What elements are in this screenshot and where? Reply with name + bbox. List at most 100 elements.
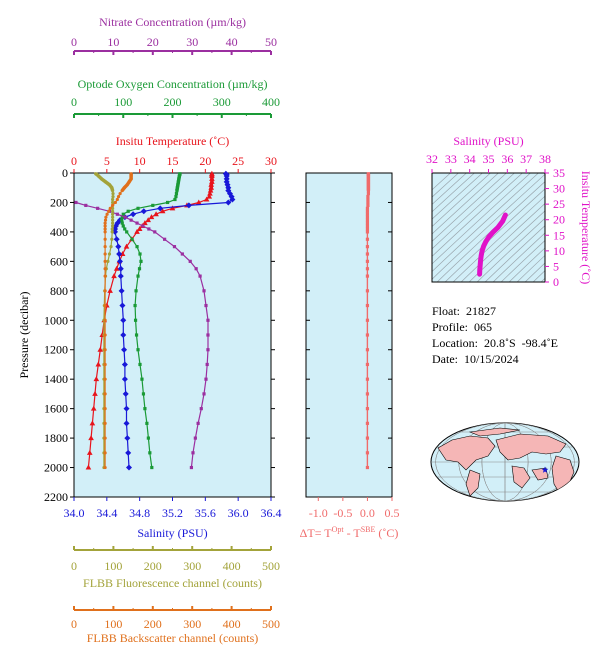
density-contour <box>484 225 545 282</box>
nitrate-point <box>153 230 157 234</box>
nitrate-point <box>163 237 167 241</box>
deltaT-point <box>365 209 370 213</box>
ts-temp-axis-title: Insitu Temperature (˚C) <box>579 171 593 285</box>
ts-temp-tick-label: 30 <box>553 182 565 196</box>
salinity-point <box>225 199 232 206</box>
deltaT-point <box>366 189 371 193</box>
pressure-tick-label: 2000 <box>44 461 68 475</box>
deltaT-point <box>366 203 370 207</box>
backscatter-tick-label: 400 <box>223 617 241 631</box>
fluorescence-point <box>111 194 115 199</box>
salinity-point <box>185 202 192 209</box>
backscatter-point <box>105 212 109 216</box>
temperature-tick-label: 30 <box>265 154 277 168</box>
deltaT-point <box>365 237 370 241</box>
temperature-point <box>208 181 215 187</box>
fluorescence-point <box>111 189 115 193</box>
backscatter-point <box>103 267 107 271</box>
temperature-point <box>209 175 215 181</box>
oxygen-point <box>125 230 129 234</box>
plot-area <box>73 172 272 498</box>
salinity-point <box>120 332 127 338</box>
deltaT-point <box>365 377 370 381</box>
density-contour <box>432 173 539 273</box>
ts-point <box>484 240 488 244</box>
oxygen-point <box>174 194 178 199</box>
deltaT-point <box>365 245 370 249</box>
fluorescence-point <box>111 218 115 222</box>
float-location-marker <box>541 466 549 473</box>
deltaT-point <box>365 218 370 222</box>
salinity-point <box>118 287 125 294</box>
temperature-point <box>207 190 213 196</box>
backscatter-point <box>103 303 107 308</box>
backscatter-point <box>122 186 127 190</box>
temperature-point <box>159 208 166 214</box>
fluorescence-tick-label: 100 <box>104 559 122 573</box>
deltaT-point <box>366 192 371 196</box>
deltaT-point <box>365 212 370 216</box>
ts-temp-tick-label: 15 <box>553 228 565 242</box>
dt-title-mid: - T <box>344 526 362 540</box>
temperature-point <box>95 361 102 367</box>
salinity-point <box>140 208 147 215</box>
landmass <box>465 469 481 497</box>
backscatter-tick-label: 200 <box>144 617 162 631</box>
oxygen-point <box>139 259 143 263</box>
fluorescence-point <box>110 186 114 190</box>
deltaT-point <box>365 348 370 352</box>
salinity-point <box>125 449 132 456</box>
nitrate-tick-label: 20 <box>147 35 159 49</box>
deltaT-point <box>365 392 370 396</box>
dt-plot-area <box>305 172 393 498</box>
temperature-point <box>97 346 104 352</box>
deltaT-series <box>365 172 371 470</box>
oxygen-point <box>120 218 124 222</box>
nitrate-point <box>74 200 78 205</box>
oxygen-point <box>175 186 180 190</box>
nitrate-point <box>172 245 177 249</box>
temperature-axis-title: Insitu Temperature (˚C) <box>116 134 230 148</box>
landmass <box>468 427 521 437</box>
deltaT-point <box>365 407 370 411</box>
ts-temp-tick-label: 35 <box>553 166 565 180</box>
world-map <box>430 422 580 502</box>
nitrate-point <box>189 465 194 470</box>
oxygen-point <box>173 197 177 202</box>
nitrate-point <box>198 274 202 278</box>
oxygen-tick-label: 400 <box>262 95 280 109</box>
oxygen-point <box>165 200 170 205</box>
deltaT-point <box>365 421 370 425</box>
density-contour <box>432 173 523 257</box>
fluorescence-point <box>110 227 114 231</box>
nitrate-tick-label: 10 <box>107 35 119 49</box>
oxygen-point <box>136 206 140 210</box>
salinity-point <box>157 205 164 212</box>
temperature-point <box>206 193 213 199</box>
nitrate-tick-label: 40 <box>226 35 238 49</box>
density-contour <box>492 232 545 282</box>
temperature-point <box>86 449 93 455</box>
dt-tick-label: 0.5 <box>385 506 400 520</box>
temperature-tick-label: 20 <box>199 154 211 168</box>
backscatter-axis-title: FLBB Backscatter channel (counts) <box>87 631 259 645</box>
nitrate-point <box>204 303 208 308</box>
salinity-point <box>116 251 123 257</box>
oxygen-point <box>130 237 134 241</box>
temperature-point <box>107 287 113 293</box>
oxygen-tick-label: 100 <box>114 95 132 109</box>
backscatter-point <box>103 348 107 352</box>
backscatter-point <box>103 259 107 263</box>
delta-t-panel: -1.0 -0.5 0.0 0.5 ΔT= TOpt - TSBE (˚C) <box>300 172 400 540</box>
main-profile-panel: 0200400600800100012001400160018002000220… <box>17 15 282 645</box>
fluorescence-axis-title: FLBB Fluorescence channel (counts) <box>83 576 262 590</box>
landmass <box>437 435 496 471</box>
landmass <box>511 465 531 489</box>
backscatter-point <box>103 407 107 411</box>
backscatter-point <box>108 206 112 210</box>
density-contour <box>432 173 531 265</box>
deltaT-point <box>365 227 370 231</box>
backscatter-point <box>129 177 133 181</box>
deltaT-point <box>366 197 370 202</box>
deltaT-point <box>365 274 370 278</box>
